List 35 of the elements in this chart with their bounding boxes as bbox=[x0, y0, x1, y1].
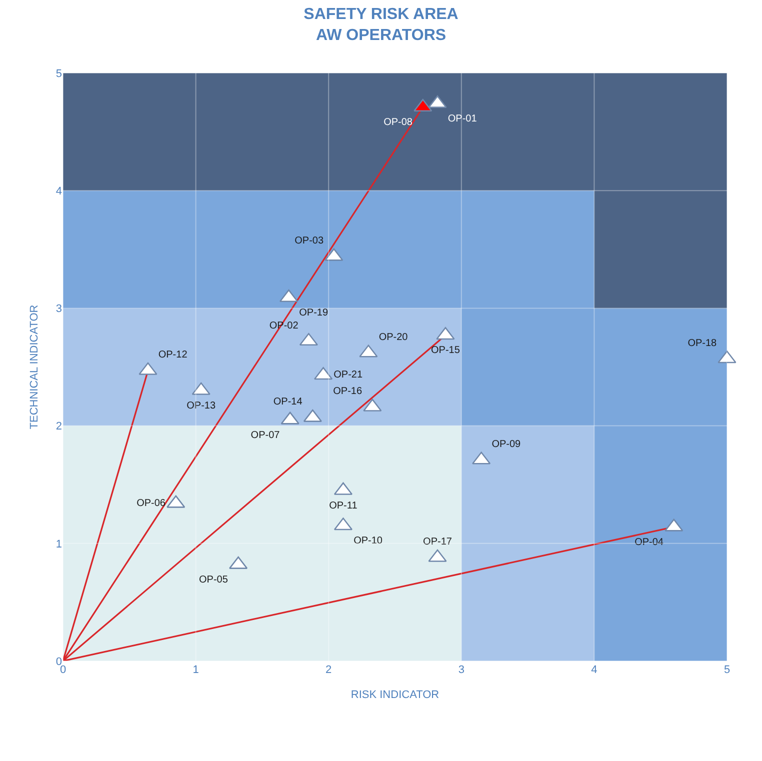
data-label: OP-19 bbox=[299, 307, 328, 318]
data-label: OP-11 bbox=[329, 500, 358, 512]
data-label: OP-07 bbox=[250, 430, 280, 441]
chart-title: SAFETY RISK AREA bbox=[304, 6, 459, 24]
data-label: OP-12 bbox=[158, 350, 188, 361]
y-tick-label: 0 bbox=[56, 656, 62, 668]
chart-subtitle: AW OPERATORS bbox=[316, 26, 446, 44]
y-tick-label: 4 bbox=[56, 185, 62, 198]
y-tick-label: 3 bbox=[56, 303, 62, 316]
data-label: OP-01 bbox=[448, 113, 478, 124]
y-tick-label: 1 bbox=[56, 538, 62, 550]
data-label: OP-20 bbox=[378, 332, 408, 344]
data-label: OP-16 bbox=[333, 386, 362, 398]
data-label: OP-08 bbox=[384, 116, 413, 128]
y-axis-title: TECHNICAL INDICATOR bbox=[28, 304, 41, 430]
data-label: OP-03 bbox=[294, 236, 324, 247]
x-tick-label: 2 bbox=[326, 664, 332, 676]
data-label: OP-13 bbox=[186, 400, 216, 412]
data-label: OP-15 bbox=[431, 345, 460, 356]
x-tick-label: 1 bbox=[192, 664, 199, 676]
data-label: OP-10 bbox=[354, 536, 383, 547]
x-tick-label: 3 bbox=[458, 664, 464, 676]
x-axis-title: RISK INDICATOR bbox=[350, 689, 440, 702]
data-label: OP-18 bbox=[688, 338, 718, 349]
data-label: OP-21 bbox=[334, 370, 364, 381]
data-label: OP-04 bbox=[634, 536, 664, 548]
y-tick-label: 2 bbox=[56, 420, 62, 433]
x-tick-label: 5 bbox=[724, 664, 730, 676]
x-tick-label: 4 bbox=[591, 664, 598, 676]
data-label: OP-06 bbox=[136, 498, 166, 509]
data-label: OP-09 bbox=[492, 439, 522, 450]
data-label: OP-14 bbox=[273, 396, 303, 408]
data-label: OP-17 bbox=[423, 536, 452, 548]
y-tick-label: 5 bbox=[56, 68, 62, 80]
data-label: OP-05 bbox=[199, 574, 228, 586]
